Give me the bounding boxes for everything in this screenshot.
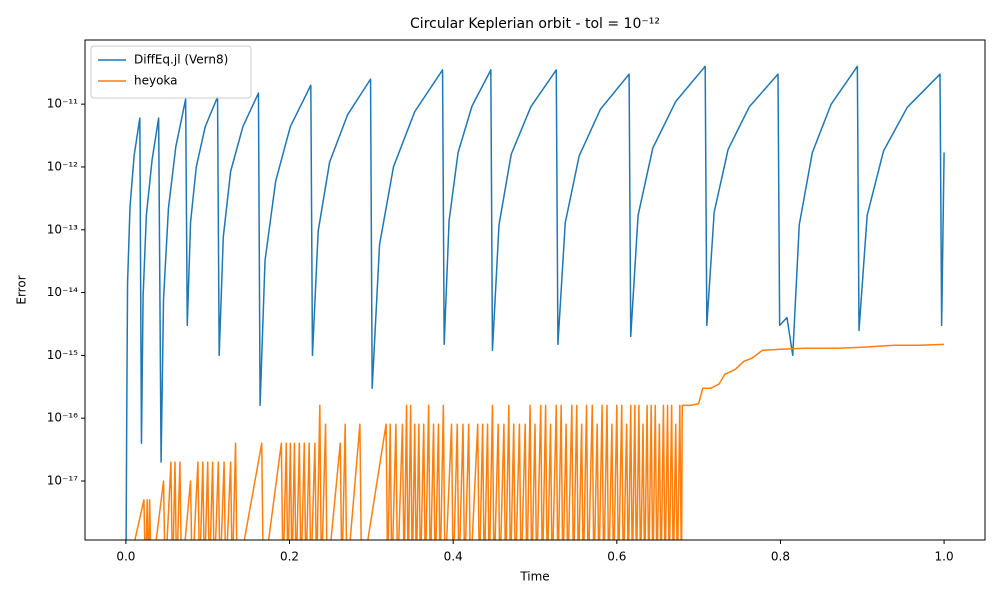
plot-area <box>125 65 945 540</box>
legend: DiffEq.jl (Vern8) heyoka <box>90 45 252 99</box>
legend-label: heyoka <box>134 74 178 88</box>
legend-label: DiffEq.jl (Vern8) <box>134 53 228 67</box>
x-tick-label: 0.0 <box>116 550 135 564</box>
y-tick-label: 10⁻¹³ <box>47 222 78 236</box>
x-tick-label: 0.4 <box>444 550 463 564</box>
series-line <box>125 65 945 540</box>
x-tick-label: 0.6 <box>607 550 626 564</box>
legend-box <box>90 45 252 99</box>
chart-title: Circular Keplerian orbit - tol = 10⁻¹² <box>410 16 660 32</box>
y-tick-label: 10⁻¹⁴ <box>47 285 78 299</box>
x-tick-label: 1.0 <box>935 550 954 564</box>
series-line <box>134 343 945 540</box>
y-tick-label: 10⁻¹⁷ <box>47 474 78 488</box>
x-tick-label: 0.8 <box>771 550 790 564</box>
y-tick-label: 10⁻¹⁵ <box>47 348 78 362</box>
x-axis-label: Time <box>519 570 549 584</box>
y-tick-label: 10⁻¹⁶ <box>47 411 78 425</box>
y-tick-label: 10⁻¹² <box>47 159 78 173</box>
axes-frame <box>84 39 986 541</box>
y-tick-label: 10⁻¹¹ <box>47 97 78 111</box>
y-axis-label: Error <box>15 275 29 304</box>
x-tick-label: 0.2 <box>280 550 299 564</box>
